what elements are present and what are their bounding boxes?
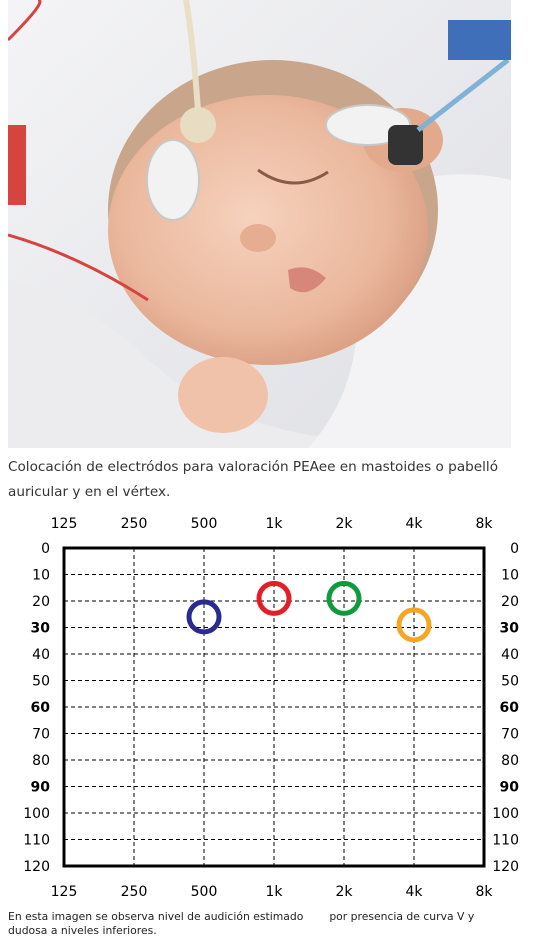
y-axis-right-ticks: 0 10 20 30 40 50 60 70 80 90 100 110 120 bbox=[492, 541, 519, 875]
y-tick-label-right: 40 bbox=[501, 647, 519, 663]
threshold-ring bbox=[396, 607, 432, 643]
y-tick-label-left: 90 bbox=[31, 780, 51, 796]
x-tick-label-top: 4k bbox=[405, 516, 423, 532]
y-tick-label-right: 110 bbox=[492, 833, 519, 849]
y-axis-left-ticks: 0 10 20 30 40 50 60 70 80 90 100 110 120 bbox=[23, 541, 50, 875]
footnote-part2: por presencia de curva V y bbox=[329, 910, 475, 923]
x-tick-label-top: 1k bbox=[265, 516, 283, 532]
threshold-ring bbox=[326, 580, 362, 616]
footnote-part1: En esta imagen se observa nivel de audic… bbox=[8, 910, 304, 923]
x-axis-top-ticks: 125 250 500 1k 2k 4k 8k bbox=[51, 516, 494, 532]
x-tick-label-top: 500 bbox=[191, 516, 218, 532]
y-tick-label-right: 80 bbox=[501, 753, 519, 769]
x-tick-label-bottom: 1k bbox=[265, 884, 283, 898]
y-tick-label-right: 10 bbox=[501, 568, 519, 584]
x-tick-label-bottom: 2k bbox=[335, 884, 353, 898]
y-tick-label-left: 100 bbox=[23, 806, 50, 822]
chart-grid bbox=[64, 548, 484, 866]
y-tick-label-left: 120 bbox=[23, 859, 50, 875]
y-tick-label-left: 50 bbox=[32, 674, 50, 690]
y-tick-label-right: 120 bbox=[492, 859, 519, 875]
footnote: En esta imagen se observa nivel de audic… bbox=[8, 910, 538, 938]
y-tick-label-right: 30 bbox=[500, 621, 520, 637]
y-tick-label-left: 30 bbox=[31, 621, 51, 637]
threshold-ring bbox=[186, 599, 222, 635]
x-tick-label-bottom: 4k bbox=[405, 884, 423, 898]
y-tick-label-right: 20 bbox=[501, 594, 519, 610]
x-tick-label-top: 8k bbox=[475, 516, 493, 532]
x-tick-label-bottom: 250 bbox=[121, 884, 148, 898]
newborn-electrode-photo bbox=[8, 0, 511, 448]
threshold-markers bbox=[186, 580, 432, 643]
x-tick-label-bottom: 500 bbox=[191, 884, 218, 898]
y-tick-label-right: 50 bbox=[501, 674, 519, 690]
y-tick-label-right: 60 bbox=[500, 700, 520, 716]
y-tick-label-right: 0 bbox=[510, 541, 519, 557]
y-tick-label-left: 60 bbox=[31, 700, 51, 716]
audiogram-chart: 125 250 500 1k 2k 4k 8k 125 250 500 1k 2k 4k 8k 0102… bbox=[23, 516, 519, 898]
y-tick-label-left: 20 bbox=[32, 594, 50, 610]
x-tick-label-top: 2k bbox=[335, 516, 353, 532]
photo-caption: Colocación de electródos para valoración… bbox=[8, 459, 499, 500]
x-tick-label-top: 125 bbox=[51, 516, 78, 532]
x-tick-label-bottom: 8k bbox=[475, 884, 493, 898]
y-tick-label-right: 90 bbox=[500, 780, 520, 796]
y-tick-label-left: 70 bbox=[32, 727, 50, 743]
x-tick-label-top: 250 bbox=[121, 516, 148, 532]
threshold-ring bbox=[256, 580, 292, 616]
footnote-line2: dudosa a niveles inferiores. bbox=[8, 924, 157, 937]
y-tick-label-left: 10 bbox=[32, 568, 50, 584]
x-tick-label-bottom: 125 bbox=[51, 884, 78, 898]
plot-frame bbox=[62, 546, 486, 868]
y-tick-label-left: 0 bbox=[41, 541, 50, 557]
y-tick-label-left: 110 bbox=[23, 833, 50, 849]
y-tick-label-right: 100 bbox=[492, 806, 519, 822]
y-tick-label-right: 70 bbox=[501, 727, 519, 743]
x-axis-bottom-ticks: 125 250 500 1k 2k 4k 8k bbox=[51, 884, 494, 898]
y-tick-label-left: 80 bbox=[32, 753, 50, 769]
y-tick-label-left: 40 bbox=[32, 647, 50, 663]
